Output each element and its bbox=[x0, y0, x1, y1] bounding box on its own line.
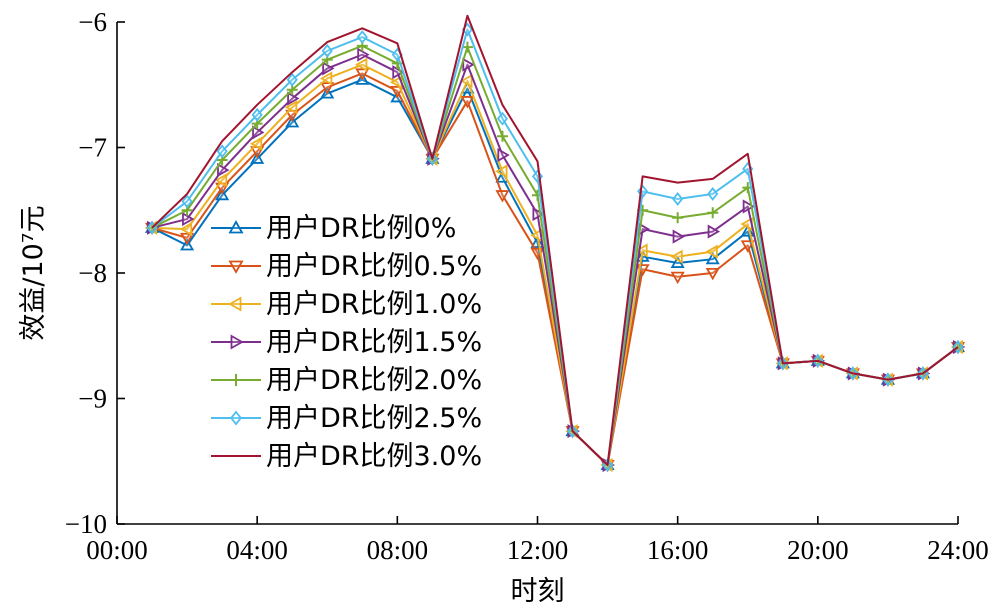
legend-label: 用户DR比例0% bbox=[266, 213, 456, 244]
data-point bbox=[497, 147, 510, 163]
data-point bbox=[355, 68, 370, 81]
legend-item-5: 用户DR比例2.5% bbox=[211, 403, 482, 434]
data-point bbox=[181, 194, 193, 209]
y-tick-label: −8 bbox=[78, 258, 107, 288]
data-point bbox=[320, 82, 335, 95]
legend-label: 用户DR比例3.0% bbox=[266, 441, 482, 472]
data-point bbox=[705, 244, 718, 259]
y-axis-title: 效益/10⁷元 bbox=[18, 205, 49, 340]
series-line-5 bbox=[151, 28, 959, 467]
x-tick-label: 00:00 bbox=[86, 535, 148, 565]
legend-marker bbox=[230, 334, 244, 350]
data-point bbox=[357, 47, 370, 62]
data-point bbox=[322, 61, 335, 76]
legend-item-6: 用户DR比例3.0% bbox=[211, 441, 482, 472]
x-tick-label: 20:00 bbox=[787, 535, 849, 565]
data-point bbox=[354, 57, 368, 72]
x-tick-label: 24:00 bbox=[927, 535, 989, 565]
y-tick-label: −10 bbox=[65, 509, 107, 539]
data-point bbox=[635, 243, 648, 258]
legend-marker bbox=[228, 260, 244, 274]
data-point bbox=[286, 72, 298, 87]
data-point bbox=[460, 73, 473, 89]
data-point bbox=[252, 125, 265, 140]
data-point bbox=[530, 235, 545, 248]
data-point bbox=[740, 240, 755, 253]
data-point bbox=[214, 173, 228, 188]
data-point bbox=[321, 43, 333, 58]
x-tick-label: 16:00 bbox=[647, 535, 709, 565]
data-point bbox=[461, 41, 473, 53]
data-point bbox=[670, 271, 685, 285]
data-point bbox=[496, 111, 509, 126]
series-6 bbox=[151, 14, 959, 467]
data-point bbox=[217, 163, 230, 178]
legend-label: 用户DR比例1.5% bbox=[266, 327, 482, 358]
data-point bbox=[670, 249, 683, 264]
legend-marker bbox=[230, 374, 242, 386]
legend-item-0: 用户DR比例0% bbox=[211, 213, 456, 244]
data-point bbox=[672, 229, 685, 244]
legend-label: 用户DR比例2.5% bbox=[266, 403, 482, 434]
axes: 00:00 04:00 08:00 12:00 16:00 20:00 24:00 −6 −7 −… bbox=[65, 7, 989, 565]
data-point bbox=[672, 212, 684, 224]
data-point bbox=[287, 91, 300, 106]
legend: 用户DR比例0% 用户DR比例0.5% 用户DR比例1.0% 用户DR比例1.5% 用户… bbox=[211, 213, 482, 472]
data-point bbox=[284, 100, 298, 115]
data-point bbox=[179, 222, 193, 237]
data-point bbox=[707, 207, 719, 219]
data-point bbox=[672, 192, 684, 206]
legend-item-4: 用户DR比例2.0% bbox=[211, 365, 482, 396]
legend-item-3: 用户DR比例1.5% bbox=[211, 327, 482, 358]
legend-label: 用户DR比例0.5% bbox=[266, 251, 482, 282]
data-point bbox=[495, 164, 508, 179]
x-tick-label: 12:00 bbox=[507, 535, 569, 565]
data-point bbox=[705, 251, 720, 265]
series-line-6 bbox=[151, 14, 959, 467]
legend-item-1: 用户DR比例0.5% bbox=[211, 251, 482, 282]
legend-marker bbox=[228, 296, 242, 312]
data-point bbox=[532, 206, 545, 222]
y-tick-label: −9 bbox=[78, 384, 107, 414]
data-point bbox=[707, 186, 719, 201]
x-tick-label: 08:00 bbox=[367, 535, 429, 565]
data-point bbox=[356, 30, 368, 45]
data-point bbox=[742, 199, 756, 214]
legend-label: 用户DR比例1.0% bbox=[266, 289, 482, 320]
data-point bbox=[182, 211, 195, 227]
data-point bbox=[319, 71, 333, 86]
data-point bbox=[705, 267, 720, 281]
data-point bbox=[707, 224, 721, 239]
data-point bbox=[180, 232, 195, 246]
legend-item-2: 用户DR比例1.0% bbox=[211, 289, 482, 320]
data-point bbox=[462, 57, 475, 72]
legend-marker bbox=[228, 220, 244, 234]
y-tick-label: −6 bbox=[78, 7, 107, 37]
data-point bbox=[496, 130, 508, 142]
x-tick-label: 04:00 bbox=[226, 535, 288, 565]
plot-area bbox=[144, 14, 966, 473]
data-point bbox=[495, 190, 510, 203]
y-tick-label: −7 bbox=[78, 133, 107, 163]
legend-label: 用户DR比例2.0% bbox=[266, 365, 482, 396]
data-point bbox=[460, 96, 475, 109]
data-point bbox=[216, 144, 228, 159]
x-axis-title: 时刻 bbox=[511, 576, 565, 607]
legend-marker bbox=[230, 410, 242, 426]
data-point bbox=[251, 107, 263, 122]
data-point bbox=[249, 136, 263, 151]
data-point bbox=[392, 65, 405, 80]
